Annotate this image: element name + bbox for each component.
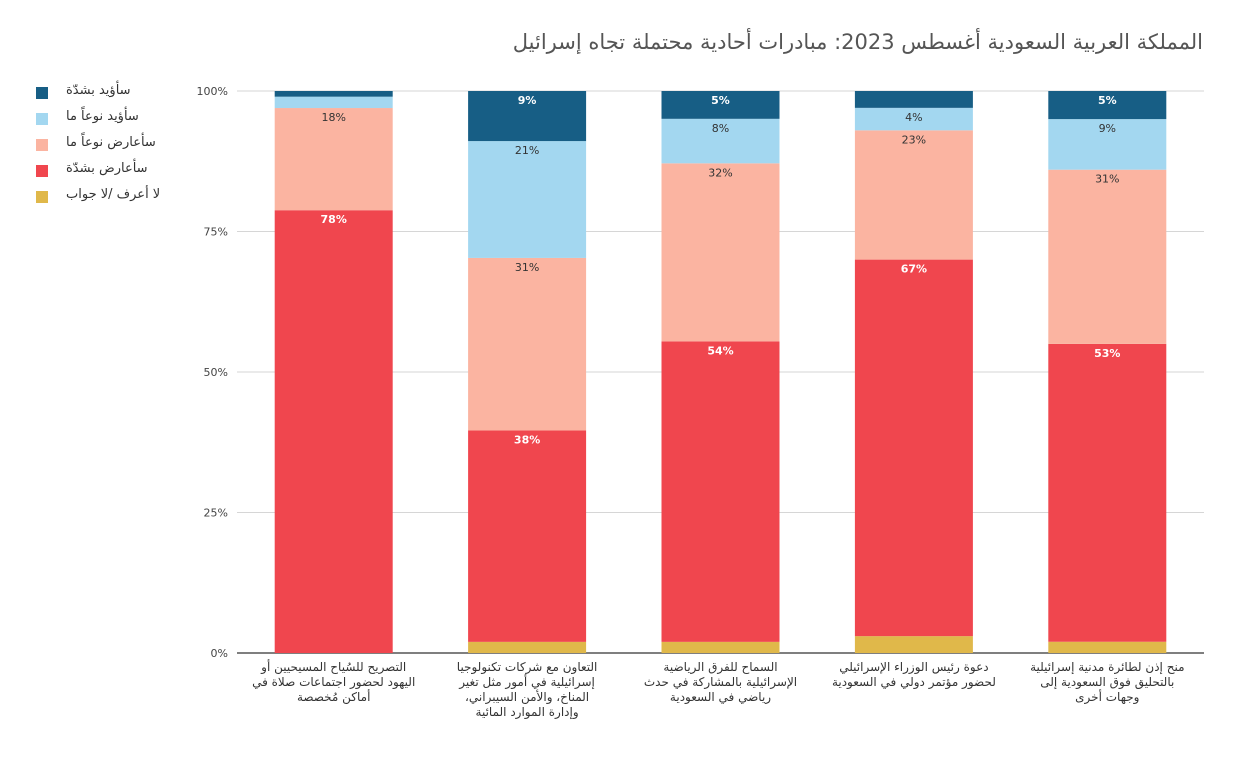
bar-segment — [1048, 641, 1167, 653]
data-label: 31% — [515, 261, 539, 274]
bar-segment — [1048, 343, 1167, 642]
data-label: 8% — [712, 122, 729, 135]
bar-segment — [1048, 119, 1167, 170]
data-label: 5% — [1098, 94, 1117, 107]
legend-label: سأعارض بشدّة — [66, 161, 148, 176]
y-tick-label: 100% — [197, 85, 228, 98]
bar-segment — [468, 141, 587, 258]
legend-label: سأؤيد نوعاً ما — [66, 109, 139, 124]
bar-segment — [274, 91, 393, 97]
x-tick-label: السماح للفرق الرياضية الإسرائيلية بالمشار… — [644, 660, 797, 705]
bar-segment — [854, 91, 973, 108]
x-tick-label: التصريح للسُياح المسيحيين أو اليهود لحضور… — [252, 659, 415, 705]
legend-swatch — [36, 139, 48, 151]
bar-segment — [854, 259, 973, 637]
chart-title: المملكة العربية السعودية أغسطس 2023: مبا… — [512, 30, 1203, 54]
bar-segment — [661, 163, 780, 342]
bar-segment — [468, 641, 587, 653]
y-tick-label: 25% — [204, 507, 228, 520]
data-label: 23% — [902, 133, 926, 146]
data-label: 21% — [515, 144, 539, 157]
y-tick-label: 0% — [211, 647, 228, 660]
data-label: 54% — [707, 344, 733, 357]
data-label: 78% — [321, 213, 347, 226]
y-tick-label: 75% — [204, 226, 228, 239]
bar-segment — [274, 108, 393, 211]
bar-segment — [1048, 91, 1167, 120]
legend-swatch — [36, 191, 48, 203]
bar-segment — [661, 341, 780, 642]
bar-segment — [854, 636, 973, 653]
bar-segment — [468, 91, 587, 142]
legend-item: لا أعرف /لا جواب — [36, 186, 166, 212]
bar-segment — [854, 130, 973, 260]
legend-item: سأعارض بشدّة — [36, 160, 166, 186]
data-label: 9% — [1099, 122, 1116, 135]
data-label: 5% — [711, 94, 730, 107]
bar-segment — [1048, 169, 1167, 344]
bar-segment — [274, 96, 393, 109]
data-label: 9% — [518, 94, 537, 107]
legend-item: سأؤيد بشدّة — [36, 82, 166, 108]
legend-swatch — [36, 165, 48, 177]
legend-label: سأعارض نوعاً ما — [66, 135, 156, 150]
x-tick-label: التعاون مع شركات تكنولوجيا إسرائيلية في أ… — [457, 660, 598, 720]
x-tick-label: منح إذن لطائرة مدنية إسرائيلية بالتحليق ف… — [1030, 660, 1184, 705]
bar-segment — [468, 430, 587, 642]
legend-label: لا أعرف /لا جواب — [66, 187, 161, 202]
bar-segment — [468, 257, 587, 431]
legend-swatch — [36, 87, 48, 99]
bar-segment — [854, 107, 973, 131]
data-label: 18% — [321, 111, 345, 124]
legend: سأؤيد بشدّة سأؤيد نوعاً ما سأعارض نوعاً ما… — [36, 82, 166, 212]
data-label: 4% — [905, 111, 922, 124]
y-tick-label: 50% — [204, 366, 228, 379]
bar-segment — [274, 210, 393, 653]
data-label: 67% — [901, 263, 927, 276]
bar-segment — [661, 641, 780, 653]
data-label: 31% — [1095, 173, 1119, 186]
data-label: 53% — [1094, 347, 1120, 360]
data-label: 38% — [514, 433, 540, 446]
data-label: 32% — [708, 166, 732, 179]
bar-segment — [661, 91, 780, 119]
legend-item: سأؤيد نوعاً ما — [36, 108, 166, 134]
legend-item: سأعارض نوعاً ما — [36, 134, 166, 160]
legend-swatch — [36, 113, 48, 125]
legend-label: سأؤيد بشدّة — [66, 83, 131, 98]
bar-segment — [661, 118, 780, 164]
x-tick-label: دعوة رئيس الوزراء الإسرائيلي لحضور مؤتمر … — [832, 660, 996, 690]
